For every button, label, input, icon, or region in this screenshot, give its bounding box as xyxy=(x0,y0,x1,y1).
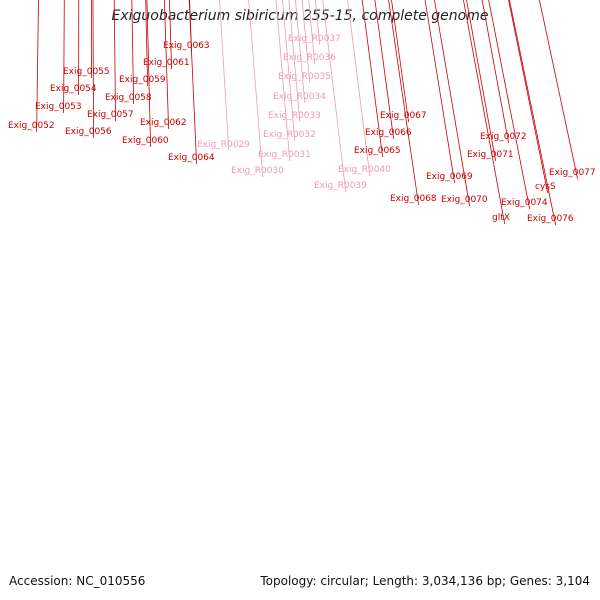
feature-label-exig-0070: Exig_0070 xyxy=(441,195,488,205)
feature-label-exig-0069: Exig_0069 xyxy=(426,172,473,182)
feature-label-gltx: gltX xyxy=(492,213,510,223)
leader-line-gltx xyxy=(463,0,506,225)
feature-label-exig-0063: Exig_0063 xyxy=(163,41,210,51)
feature-label-exig-0053: Exig_0053 xyxy=(35,102,82,112)
feature-label-exig-0060: Exig_0060 xyxy=(122,136,169,146)
feature-label-exig-r0040: Exig_R0040 xyxy=(338,165,391,175)
feature-label-exig-r0030: Exig_R0030 xyxy=(231,166,284,176)
feature-label-exig-0067: Exig_0067 xyxy=(380,111,427,121)
feature-label-exig-0074: Exig_0074 xyxy=(501,198,548,208)
feature-label-exig-r0033: Exig_R0033 xyxy=(268,111,321,121)
feature-label-exig-0077: Exig_0077 xyxy=(549,168,596,178)
feature-label-exig-0065: Exig_0065 xyxy=(354,146,401,156)
feature-label-exig-0076: Exig_0076 xyxy=(527,214,574,224)
feature-label-exig-0072: Exig_0072 xyxy=(480,132,527,142)
leader-line-exig-r0035 xyxy=(301,0,311,84)
feature-label-exig-0057: Exig_0057 xyxy=(87,110,134,120)
leader-line-exig-0066 xyxy=(374,0,395,140)
feature-label-exig-0066: Exig_0066 xyxy=(365,128,412,138)
feature-label-exig-r0037: Exig_R0037 xyxy=(288,34,341,44)
feature-label-exig-r0036: Exig_R0036 xyxy=(283,53,336,63)
feature-label-exig-r0034: Exig_R0034 xyxy=(273,92,326,102)
feature-label-exig-0058: Exig_0058 xyxy=(105,93,152,103)
feature-label-exig-r0039: Exig_R0039 xyxy=(314,181,367,191)
feature-label-exig-0062: Exig_0062 xyxy=(140,118,187,128)
feature-label-exig-0052: Exig_0052 xyxy=(8,121,55,131)
feature-label-exig-r0031: Exig_R0031 xyxy=(258,150,311,160)
feature-callouts: Exig_0052 Exig_0053 Exig_0054 Exig_0055 Exig… xyxy=(8,0,596,226)
feature-label-exig-0064: Exig_0064 xyxy=(168,153,215,163)
feature-label-exig-0071: Exig_0071 xyxy=(467,150,514,160)
leader-line-exig-r0037 xyxy=(315,0,321,46)
accession-text: Accession: NC_010556 xyxy=(9,574,146,588)
feature-label-exig-r0035: Exig_R0035 xyxy=(278,72,331,82)
feature-label-exig-0055: Exig_0055 xyxy=(63,67,110,77)
leader-line-exig-r0034 xyxy=(295,0,306,104)
feature-label-exig-r0029: Exig_R0029 xyxy=(197,140,250,150)
leader-line-exig-r0030 xyxy=(248,0,264,178)
feature-label-exig-0068: Exig_0068 xyxy=(390,194,437,204)
feature-label-exig-0059: Exig_0059 xyxy=(119,75,166,85)
feature-label-exig-0056: Exig_0056 xyxy=(65,127,112,137)
feature-label-cyss: cysS xyxy=(535,182,556,192)
leader-line-exig-0054 xyxy=(78,0,80,96)
feature-label-exig-r0032: Exig_R0032 xyxy=(263,130,316,140)
leader-line-exig-r0036 xyxy=(308,0,316,65)
feature-label-exig-0054: Exig_0054 xyxy=(50,84,97,94)
genome-summary: Topology: circular; Length: 3,034,136 bp… xyxy=(260,574,590,588)
